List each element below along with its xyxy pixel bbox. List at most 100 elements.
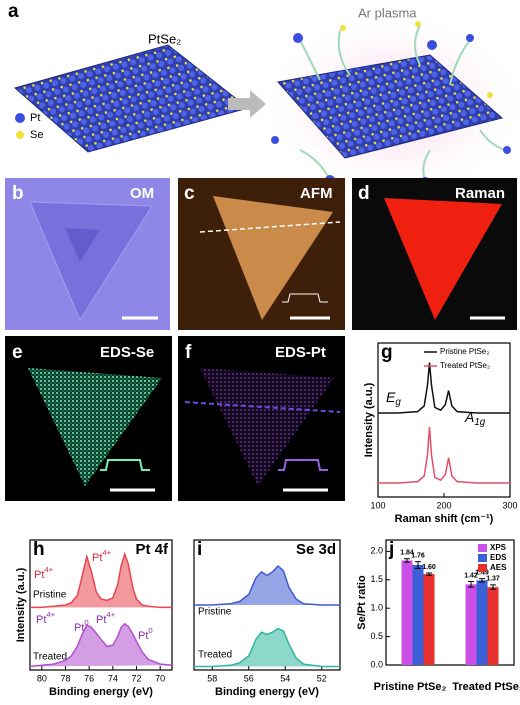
text-part: Pt bbox=[36, 614, 46, 626]
legend-swatch bbox=[478, 544, 487, 552]
annotation: Pt0 bbox=[138, 626, 153, 642]
label: AFM bbox=[300, 185, 333, 202]
legend-label: Treated PtSe₂ bbox=[440, 361, 490, 370]
line-cut bbox=[184, 401, 341, 413]
x-tick-label: 300 bbox=[502, 500, 517, 510]
superscript: 4+ bbox=[44, 565, 53, 574]
label: EDS-Pt bbox=[275, 344, 326, 361]
value-label: 1.76 bbox=[411, 552, 425, 559]
x-tick-label: Treated PtSe₂ bbox=[452, 681, 520, 693]
text-part: Pt bbox=[92, 552, 102, 564]
superscript: 4+ bbox=[46, 610, 55, 619]
superscript: 4+ bbox=[102, 548, 111, 557]
text-part: A bbox=[464, 409, 474, 425]
text-part: Pt bbox=[74, 622, 84, 634]
spectrum bbox=[194, 627, 340, 668]
annotation: Pt4+ bbox=[36, 610, 56, 626]
annotation: Pt4+ bbox=[92, 548, 112, 564]
flake bbox=[28, 368, 162, 486]
value-label: 1.37 bbox=[486, 576, 500, 583]
panel-letter: h bbox=[33, 539, 45, 560]
panel-letter: b bbox=[12, 183, 24, 204]
line-profile bbox=[100, 459, 150, 471]
error-bar bbox=[404, 558, 410, 563]
legend-swatch bbox=[478, 564, 487, 572]
panel-letter: a bbox=[8, 1, 19, 22]
label: EDS-Se bbox=[100, 344, 154, 361]
bar bbox=[487, 587, 499, 665]
legend-label: Pristine PtSe₂ bbox=[440, 347, 489, 356]
label: Ar plasma bbox=[358, 5, 417, 20]
spectrum bbox=[378, 426, 510, 484]
x-axis-label: Binding energy (eV) bbox=[49, 686, 153, 698]
plot-frame bbox=[385, 539, 515, 666]
x-tick-label: 58 bbox=[207, 673, 217, 683]
y-axis-label: Intensity (a.u.) bbox=[15, 567, 27, 642]
annotation: Eg bbox=[386, 389, 401, 408]
series-label: Treated bbox=[198, 650, 232, 661]
ejected-se bbox=[340, 21, 493, 98]
height-profile bbox=[282, 293, 328, 303]
value-label: 1.49 bbox=[475, 569, 489, 576]
line-cut bbox=[199, 221, 341, 233]
x-tick-label: 70 bbox=[155, 673, 165, 683]
panel-label: Pt 4f bbox=[135, 541, 169, 558]
legend-label: Se bbox=[30, 129, 43, 141]
value-label: 1.60 bbox=[422, 564, 436, 571]
x-tick-label: 100 bbox=[370, 500, 385, 510]
panel-letter: i bbox=[197, 539, 202, 560]
legend-marker bbox=[15, 113, 25, 123]
bar bbox=[412, 565, 424, 665]
flake-center bbox=[65, 228, 100, 262]
error-bar bbox=[490, 584, 496, 590]
text-part: E bbox=[386, 389, 396, 405]
x-tick-label: 52 bbox=[317, 673, 327, 683]
legend-label: Pt bbox=[30, 112, 40, 124]
panel-f: f EDS-Pt bbox=[178, 336, 345, 501]
series-label: Treated bbox=[33, 652, 67, 663]
x-tick-label: 72 bbox=[131, 673, 141, 683]
bar bbox=[401, 560, 413, 665]
legend-marker bbox=[16, 131, 24, 139]
panel-letter: e bbox=[12, 342, 23, 363]
y-tick-label: 0.0 bbox=[370, 659, 383, 669]
panel-b: b OM bbox=[5, 178, 170, 330]
line-profile bbox=[278, 459, 328, 471]
arrow bbox=[228, 90, 266, 118]
flake bbox=[213, 196, 333, 320]
y-tick-label: 2.0 bbox=[370, 546, 383, 556]
x-tick-label: 56 bbox=[244, 673, 254, 683]
pristine-sheet bbox=[13, 44, 250, 153]
series-label: Pristine bbox=[198, 607, 232, 618]
x-tick-label: 54 bbox=[280, 673, 290, 683]
value-label: 1.84 bbox=[400, 550, 414, 557]
label: PtSe₂ bbox=[148, 31, 181, 46]
panel-label: Se 3d bbox=[296, 541, 336, 558]
label: OM bbox=[130, 185, 154, 202]
x-tick-label: 76 bbox=[84, 673, 94, 683]
panel-e: e EDS-Se bbox=[5, 336, 172, 501]
y-axis-label: Intensity (a.u.) bbox=[363, 382, 375, 457]
annotation: Pt0 bbox=[74, 618, 89, 634]
x-axis-label: Binding energy (eV) bbox=[215, 686, 319, 698]
error-bar bbox=[415, 561, 421, 569]
legend-label: EDS bbox=[490, 553, 507, 562]
treated-sheet bbox=[277, 54, 504, 159]
series-label: Pristine bbox=[33, 590, 67, 601]
bar bbox=[476, 580, 488, 665]
superscript: 4+ bbox=[106, 610, 115, 619]
text-part: Pt bbox=[34, 569, 44, 581]
panel-letter: f bbox=[185, 342, 192, 363]
y-tick-label: 1.0 bbox=[370, 603, 383, 613]
spectrum bbox=[378, 362, 510, 414]
value-label: 1.42 bbox=[464, 572, 478, 579]
y-tick-label: 1.5 bbox=[370, 574, 383, 584]
x-tick-label: 74 bbox=[108, 673, 118, 683]
bar bbox=[465, 584, 477, 665]
panel-letter: c bbox=[184, 183, 195, 204]
flake bbox=[200, 368, 334, 486]
spectrum bbox=[194, 564, 340, 606]
superscript: 0 bbox=[84, 618, 88, 627]
spectrum bbox=[29, 622, 173, 668]
legend-label: AES bbox=[490, 563, 507, 572]
